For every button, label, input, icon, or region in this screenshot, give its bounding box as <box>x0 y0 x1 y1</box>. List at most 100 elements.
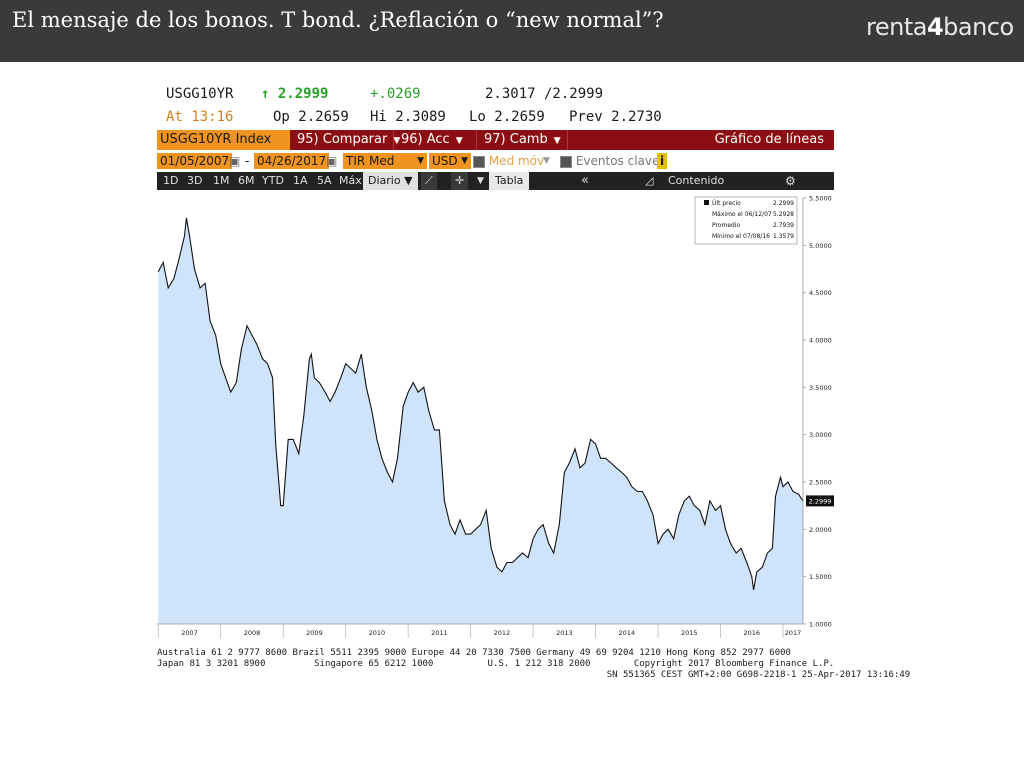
legend-box <box>694 196 798 245</box>
function-toolbar: USGG10YR Index 95) Comparar ▼ 96) Acc ▼ 97… <box>157 130 834 150</box>
legend-swatch <box>704 200 709 205</box>
period-3d[interactable]: 3D <box>187 174 203 187</box>
period-toolbar: 1D 3D 1M 6M YTD 1A 5A Máx Diario ▼ ⟋ ✛ ▼… <box>157 172 834 190</box>
crosshair-icon[interactable]: ✛ <box>451 172 469 190</box>
chevron-down-icon: ▼ <box>461 156 468 166</box>
collapse-icon[interactable]: « <box>581 173 589 188</box>
period-6m[interactable]: 6M <box>238 174 255 187</box>
compare-label: 95) Comparar <box>297 132 388 147</box>
change-button[interactable]: 97) Camb ▼ <box>478 130 568 150</box>
legend-label: Promedio <box>712 222 741 229</box>
compare-button[interactable]: 95) Comparar ▼ <box>291 130 400 150</box>
chevron-down-icon: ▼ <box>553 136 561 146</box>
moving-average-toggle[interactable]: Med móv <box>473 153 544 169</box>
y-tick-label: 5.5000 <box>809 195 832 203</box>
moving-average-label: Med móv <box>488 154 545 168</box>
logo-text-post: banco <box>943 13 1014 41</box>
period-1a[interactable]: 1A <box>293 174 308 187</box>
last-price-value: 2.2999 <box>277 86 329 102</box>
chart-type-title: Gráfico de líneas <box>714 132 824 147</box>
info-icon[interactable]: i <box>657 153 668 169</box>
chevron-down-icon[interactable]: ▼ <box>543 156 550 166</box>
y-tick-label: 1.5000 <box>809 573 832 581</box>
last-value-tag-box <box>806 495 834 507</box>
bloomberg-footer: Australia 61 2 9777 8600 Brazil 5511 239… <box>157 648 911 681</box>
field-select[interactable]: TIR Med ▼ <box>343 153 427 169</box>
logo-text-pre: renta <box>866 13 927 41</box>
y-tick-label: 5.0000 <box>809 242 832 250</box>
footer-line: Japan 81 3 3201 8900 Singapore 65 6212 1… <box>157 659 835 669</box>
chevron-down-icon: ▼ <box>393 136 401 146</box>
last-value-tag-text: 2.2999 <box>809 497 832 505</box>
chevron-down-icon: ▼ <box>455 136 463 146</box>
x-tick-label: 2013 <box>556 629 573 637</box>
period-ytd[interactable]: YTD <box>262 174 284 187</box>
legend-value: 2.2999 <box>773 200 794 207</box>
period-1m[interactable]: 1M <box>213 174 230 187</box>
yield-area <box>158 217 803 624</box>
area-chart-icon[interactable]: ◿ <box>645 174 654 187</box>
currency-label: USD <box>432 154 458 168</box>
actions-button[interactable]: 96) Acc ▼ <box>395 130 477 150</box>
table-button[interactable]: Tabla <box>489 172 530 190</box>
field-select-label: TIR Med <box>346 154 395 168</box>
key-events-label: Eventos clave <box>575 154 660 168</box>
chevron-down-icon: ▼ <box>417 156 424 166</box>
slide-header: El mensaje de los bonos. T bond. ¿Reflac… <box>0 0 1024 62</box>
x-tick-label: 2009 <box>306 629 323 637</box>
legend-value: 5.2928 <box>773 211 794 218</box>
chevron-down-icon[interactable]: ▼ <box>477 176 484 186</box>
period-max[interactable]: Máx <box>339 174 362 187</box>
x-tick-label: 2017 <box>785 629 802 637</box>
checkbox-icon <box>560 155 572 168</box>
start-date-input[interactable]: 01/05/2007 <box>157 153 233 169</box>
x-tick-label: 2007 <box>181 629 198 637</box>
end-date-input[interactable]: 04/26/2017 <box>254 153 330 169</box>
period-1d[interactable]: 1D <box>163 174 179 187</box>
gear-icon[interactable]: ⚙ <box>785 174 796 188</box>
price-change: +.0269 <box>370 86 421 102</box>
slide-title: El mensaje de los bonos. T bond. ¿Reflac… <box>12 8 664 32</box>
y-tick-label: 2.5000 <box>809 479 832 487</box>
content-button[interactable]: Contenido <box>668 174 725 187</box>
calendar-icon[interactable]: ▣ <box>326 154 338 168</box>
y-tick-label: 3.5000 <box>809 384 832 392</box>
y-axis-ticks: 5.5000 5.0000 4.5000 4.0000 3.5000 3.0000 2.50… <box>803 195 832 629</box>
up-arrow-icon: ↑ <box>261 86 270 102</box>
frequency-select[interactable]: Diario ▼ <box>363 172 418 190</box>
last-price: ↑ 2.2999 <box>261 86 328 102</box>
period-5a[interactable]: 5A <box>317 174 332 187</box>
legend-label: Últ precio <box>712 200 741 207</box>
open-price: Op 2.2659 <box>273 109 349 125</box>
renta4banco-logo: renta4banco <box>866 13 1014 41</box>
actions-label: 96) Acc <box>401 132 450 147</box>
line-chart-icon[interactable]: ⟋ <box>421 172 437 190</box>
security-index-field[interactable]: USGG10YR Index <box>157 130 290 150</box>
low-price: Lo 2.2659 <box>469 109 545 125</box>
change-label: 97) Camb <box>484 132 548 147</box>
legend-value: 1.3579 <box>773 233 794 240</box>
logo-text-digit: 4 <box>926 13 944 41</box>
y-tick-label: 4.5000 <box>809 289 832 297</box>
x-tick-label: 2011 <box>431 629 448 637</box>
quote-time: At 13:16 <box>166 109 234 125</box>
y-tick-label: 4.0000 <box>809 337 832 345</box>
calendar-icon[interactable]: ▣ <box>229 154 241 168</box>
x-tick-label: 2008 <box>244 629 261 637</box>
footer-line: SN 551365 CEST GMT+2:00 G698-2218-1 25-A… <box>157 670 911 680</box>
yield-chart: 5.5000 5.0000 4.5000 4.0000 3.5000 3.0000 2.50… <box>157 190 834 648</box>
currency-select[interactable]: USD ▼ <box>429 153 471 169</box>
y-tick-label: 2.0000 <box>809 526 832 534</box>
x-tick-label: 2010 <box>369 629 386 637</box>
x-tick-label: 2015 <box>681 629 698 637</box>
x-axis-ticks: 2007 2008 2009 2010 2011 2012 2013 2014 2015 2016… <box>157 624 802 638</box>
key-events-toggle[interactable]: Eventos clave <box>560 153 659 169</box>
ticker-symbol: USGG10YR <box>166 86 234 102</box>
legend-label: Mínimo el 07/08/16 <box>712 233 770 240</box>
previous-price: Prev 2.2730 <box>569 109 662 125</box>
x-tick-label: 2016 <box>743 629 760 637</box>
chart-legend: Últ precio 2.2999 Máximo el 06/12/07 5.2… <box>694 196 798 245</box>
y-tick-label: 1.0000 <box>809 621 832 629</box>
yield-line <box>157 217 804 590</box>
y-tick-label: 3.0000 <box>809 431 832 439</box>
